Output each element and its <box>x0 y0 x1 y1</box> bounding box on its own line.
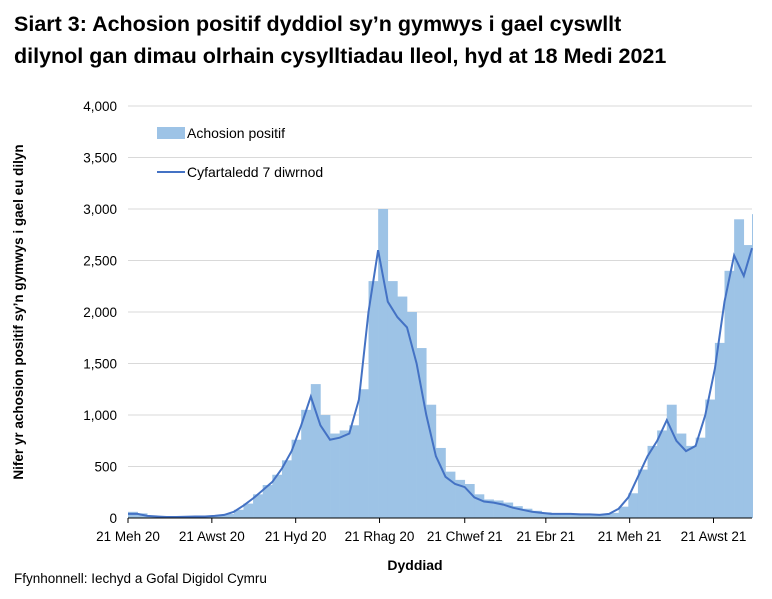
title-line-1: Siart 3: Achosion positif dyddiol sy’n g… <box>14 12 622 36</box>
bar-cases <box>560 513 571 518</box>
bar-cases <box>512 506 523 518</box>
bar-cases <box>397 296 408 518</box>
bar-cases <box>493 500 504 518</box>
bar-cases <box>407 312 417 518</box>
bar-cases <box>532 510 543 518</box>
bar-cases <box>695 437 706 518</box>
bar-cases <box>233 509 244 518</box>
x-tick-label: 21 Awst 20 <box>179 529 245 544</box>
y-tick-label: 2,500 <box>83 254 117 269</box>
x-tick-label: 21 Hyd 20 <box>265 529 327 544</box>
bar-cases <box>714 342 725 518</box>
bar-cases <box>310 384 321 518</box>
bar-cases <box>253 494 263 518</box>
bar-cases <box>243 503 254 518</box>
y-tick-label: 2,000 <box>83 305 117 320</box>
x-tick-label: 21 Ebr 21 <box>517 529 576 544</box>
y-tick-label: 3,000 <box>83 202 117 217</box>
title-line-2: dilynol gan dimau olrhain cysylltiadau l… <box>14 44 667 68</box>
bar-cases <box>368 281 379 518</box>
bar-cases <box>387 281 398 518</box>
bar-cases <box>262 485 273 518</box>
y-tick-label: 3,500 <box>83 151 117 166</box>
bar-cases <box>483 499 494 518</box>
bar-cases <box>734 219 745 519</box>
bar-cases <box>503 502 514 518</box>
bar-cases <box>743 245 753 519</box>
series-line-avg7 <box>128 247 753 518</box>
bar-cases <box>551 513 562 518</box>
bar-cases <box>570 513 581 518</box>
bar-cases <box>666 404 677 518</box>
x-tick-label: 21 Awst 21 <box>681 529 747 544</box>
x-tick-label: 21 Rhag 20 <box>345 529 415 544</box>
bar-cases <box>618 506 629 518</box>
x-tick-label: 21 Meh 21 <box>598 529 662 544</box>
bar-cases <box>349 425 360 518</box>
source-note: Ffynhonnell: Iechyd a Gofal Digidol Cymr… <box>14 571 267 586</box>
bar-cases <box>705 399 716 518</box>
x-tick-label: 21 Meh 20 <box>96 529 160 544</box>
bar-cases <box>426 404 437 518</box>
bar-cases <box>291 439 302 518</box>
x-axis-label: Dyddiad <box>387 557 442 573</box>
bar-cases <box>281 460 292 518</box>
bar-cases <box>647 445 658 518</box>
bar-cases <box>416 348 427 518</box>
bar-cases <box>330 433 340 518</box>
bar-cases <box>435 447 446 518</box>
y-tick-label: 4,000 <box>83 99 117 114</box>
bar-cases <box>358 389 369 518</box>
bar-cases <box>589 513 600 518</box>
bar-cases <box>599 514 610 518</box>
y-tick-label: 500 <box>94 460 117 475</box>
bar-cases <box>445 471 456 518</box>
bar-cases <box>686 445 696 518</box>
bar-cases <box>676 433 687 518</box>
bar-cases <box>455 479 466 518</box>
bar-cases <box>580 513 591 518</box>
chart-title: Siart 3: Achosion positif dyddiol sy’n g… <box>14 8 666 72</box>
bar-cases <box>464 484 475 518</box>
bar-cases <box>301 409 312 518</box>
bar-cases <box>272 474 283 518</box>
bar-cases <box>657 430 668 518</box>
x-tick-label: 21 Chwef 21 <box>427 529 503 544</box>
bar-cases <box>522 508 533 518</box>
bar-cases <box>320 415 331 518</box>
y-tick-label: 0 <box>109 511 117 526</box>
bar-cases <box>752 214 753 518</box>
bar-cases <box>474 494 485 518</box>
y-tick-label: 1,000 <box>83 408 117 423</box>
y-tick-label: 1,500 <box>83 357 117 372</box>
bar-cases <box>224 513 235 518</box>
bar-cases <box>637 469 648 518</box>
bar-cases <box>609 512 619 518</box>
bar-cases <box>628 493 639 518</box>
bar-cases <box>541 512 552 518</box>
bar-cases <box>724 270 735 518</box>
bar-cases <box>128 511 138 518</box>
bar-cases <box>214 515 225 518</box>
bar-cases <box>339 430 350 518</box>
bar-cases <box>378 209 389 518</box>
legend-label-line: Cyfartaledd 7 diwrnod <box>187 164 323 180</box>
y-axis-label: Nifer yr achosion positif sy’n gymwys i … <box>11 144 26 479</box>
legend-swatch-bar <box>157 127 185 139</box>
legend: Achosion positif Cyfartaledd 7 diwrnod <box>157 125 323 180</box>
legend-label-bar: Achosion positif <box>187 125 285 141</box>
